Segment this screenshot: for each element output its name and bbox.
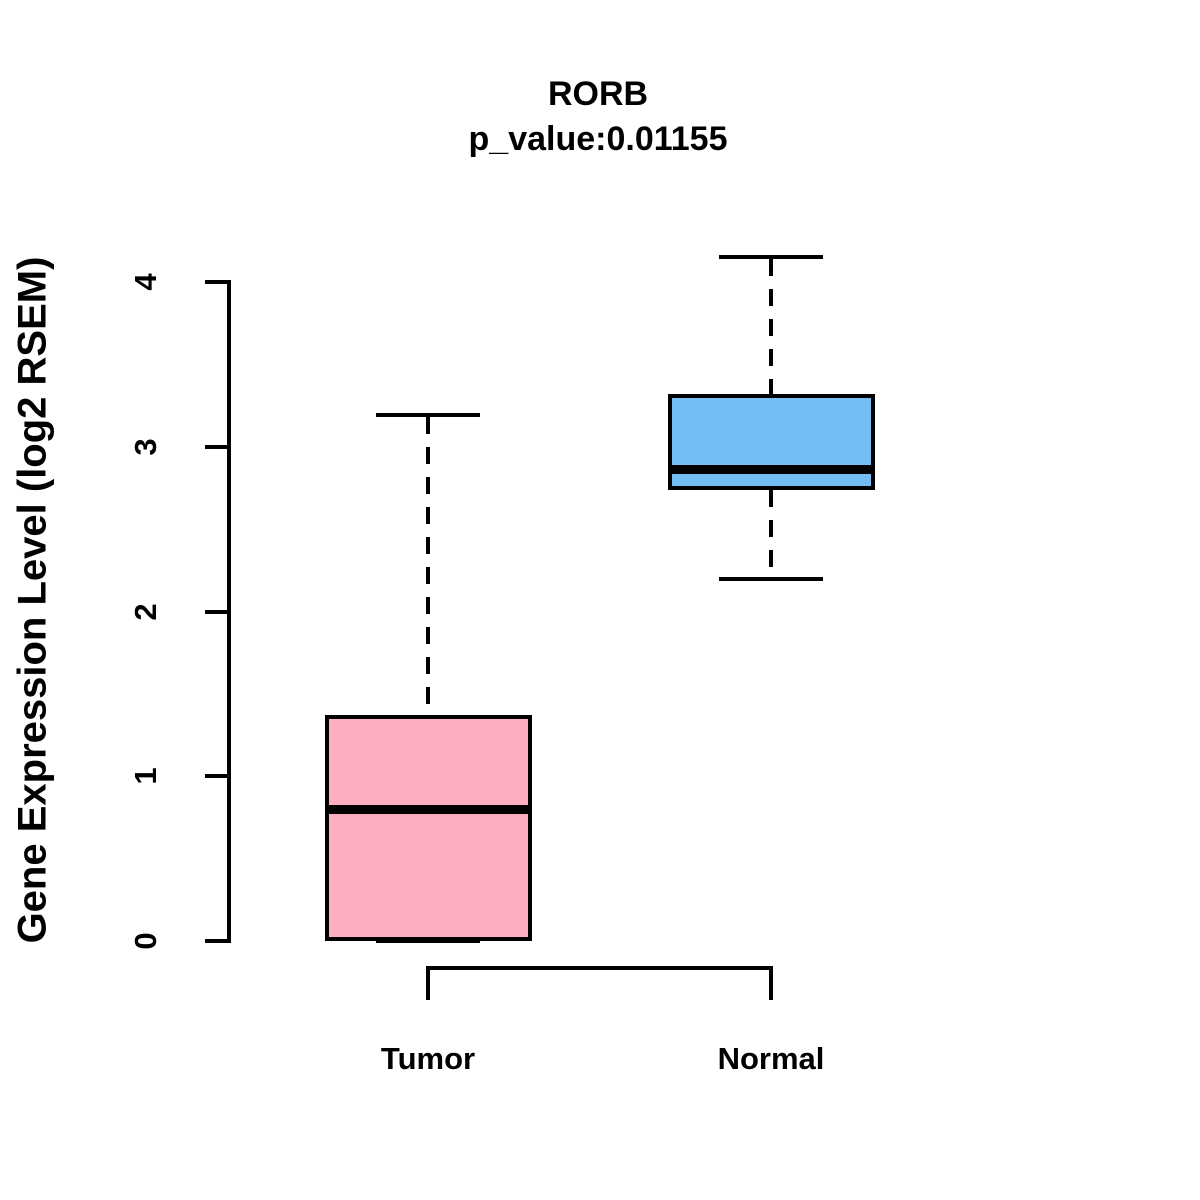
chart-title: RORB xyxy=(547,75,649,113)
y-axis-title: Gene Expression Level (log2 RSEM) xyxy=(10,256,55,944)
x-axis-line xyxy=(426,966,773,970)
chart-title-block: RORB p_value:0.01155 xyxy=(298,72,898,162)
y-axis-tick xyxy=(205,280,227,284)
median-line-normal xyxy=(667,465,875,475)
y-axis-tick xyxy=(205,774,227,779)
box-normal xyxy=(667,394,875,490)
x-axis-group-label-normal: Normal xyxy=(717,1041,825,1076)
whisker-cap-lower xyxy=(376,939,480,943)
median-line-tumor xyxy=(324,804,532,814)
whisker-cap-lower xyxy=(719,576,823,581)
y-axis-tick xyxy=(205,609,227,614)
x-axis-tick xyxy=(426,966,430,1000)
y-axis-tick xyxy=(205,444,227,449)
whisker-cap-upper xyxy=(719,255,823,260)
chart-subtitle: p_value:0.01155 xyxy=(468,120,728,158)
y-axis-tick-label: 4 xyxy=(128,273,163,291)
x-axis-group-label-tumor: Tumor xyxy=(380,1041,476,1076)
box-tumor xyxy=(324,715,532,941)
whisker-line-upper xyxy=(769,259,773,395)
y-axis-tick-label: 0 xyxy=(128,932,163,950)
y-axis-line xyxy=(227,280,231,943)
whisker-cap-upper xyxy=(376,413,480,418)
y-axis-tick-label: 2 xyxy=(128,602,163,621)
whisker-line-upper xyxy=(426,417,430,716)
x-axis-tick xyxy=(769,966,773,1000)
y-axis-tick-label: 1 xyxy=(128,767,163,785)
whisker-line-lower xyxy=(769,489,773,577)
y-axis-tick xyxy=(205,939,227,943)
y-axis-tick-label: 3 xyxy=(128,438,163,456)
